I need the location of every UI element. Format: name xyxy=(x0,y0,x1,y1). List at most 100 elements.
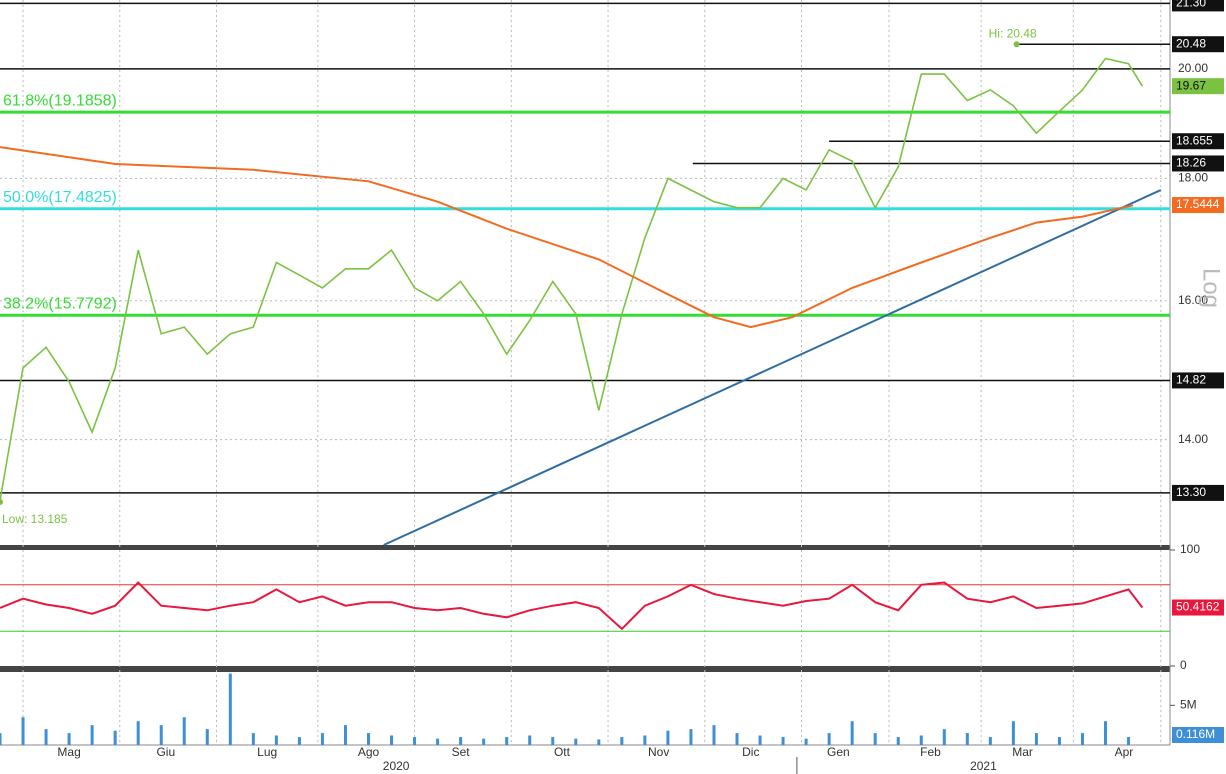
value-box xyxy=(1172,372,1224,389)
volume-bar xyxy=(827,733,831,745)
volume-bar xyxy=(574,738,578,745)
value-box xyxy=(1172,484,1224,501)
last-value-box xyxy=(1172,727,1224,743)
volume-bar xyxy=(274,735,278,745)
volume-bar xyxy=(182,717,186,745)
last-value-label: 19.67 xyxy=(1176,78,1206,92)
volume-bar xyxy=(90,725,94,745)
volume-bar xyxy=(67,733,71,745)
volume-bar xyxy=(988,737,992,745)
value-box xyxy=(1172,133,1224,150)
x-tick-label: Ott xyxy=(554,745,571,759)
last-value-label: 50.4162 xyxy=(1176,600,1220,614)
volume-bar xyxy=(205,729,209,745)
panel-divider xyxy=(0,666,1170,672)
volume-bar xyxy=(482,738,486,745)
annotation-point xyxy=(0,498,3,505)
volume-bar xyxy=(1034,733,1038,745)
volume-bar xyxy=(781,737,785,745)
y-tick-label: 16.00 xyxy=(1178,293,1208,307)
last-value-label: 0.116M xyxy=(1176,727,1215,741)
volume-bar xyxy=(712,725,716,745)
x-tick-label: Apr xyxy=(1115,745,1134,759)
y-tick-label: 5M xyxy=(1180,697,1197,711)
volume-bar xyxy=(804,738,808,745)
volume-bar xyxy=(159,725,163,745)
last-value-label: 17.5444 xyxy=(1176,197,1220,211)
value-box xyxy=(1172,36,1224,53)
volume-bar xyxy=(505,737,509,745)
trendline xyxy=(383,189,1162,546)
volume-bar xyxy=(1080,733,1084,745)
volume-bar xyxy=(343,725,347,745)
volume-bar xyxy=(758,735,762,745)
volume-bar xyxy=(367,733,371,745)
volume-bar xyxy=(297,737,301,745)
last-value-box xyxy=(1172,599,1224,616)
annotation: Low: 13.185 xyxy=(2,512,68,526)
volume-bar xyxy=(919,735,923,745)
fib-label: 50.0%(17.4825) xyxy=(3,189,117,206)
y-tick-label: 14.00 xyxy=(1178,432,1208,446)
volume-bar xyxy=(689,729,693,745)
volume-bar xyxy=(965,733,969,745)
value-label: 13.30 xyxy=(1176,485,1206,499)
value-box xyxy=(1172,0,1224,12)
value-label: 14.82 xyxy=(1176,373,1206,387)
axis-label: Log xyxy=(1198,268,1225,308)
volume-bar xyxy=(850,721,854,745)
annotation-point xyxy=(1013,41,1020,48)
volume-bar xyxy=(1104,721,1108,745)
volume-bar xyxy=(1127,737,1131,745)
panel-divider xyxy=(0,545,1170,550)
volume-bar xyxy=(551,737,555,745)
level-label: 20.00 xyxy=(1178,61,1208,75)
last-value-box xyxy=(1172,78,1224,95)
volume-bar xyxy=(251,733,255,745)
x-tick-label: Nov xyxy=(648,745,669,759)
volume-bar xyxy=(1011,721,1015,745)
x-tick-label: Feb xyxy=(920,745,941,759)
volume-bar xyxy=(873,733,877,745)
volume-bar xyxy=(735,733,739,745)
last-value-box xyxy=(1172,197,1224,214)
fib-label: 38.2%(15.7792) xyxy=(3,295,117,312)
x-tick-label: Gen xyxy=(827,745,850,759)
x-tick-label: Mag xyxy=(57,745,80,759)
y-tick-label: 0 xyxy=(1180,658,1187,672)
volume-bar xyxy=(413,737,417,745)
volume-bar xyxy=(0,733,2,745)
series-line xyxy=(0,146,1134,329)
x-tick-label: Giu xyxy=(156,745,175,759)
y-tick-label: 100 xyxy=(1180,542,1200,556)
value-label: 21.30 xyxy=(1176,0,1206,10)
year-label: 2021 xyxy=(970,759,997,773)
volume-bar xyxy=(666,730,670,745)
volume-bar xyxy=(620,737,624,745)
rsi-line xyxy=(0,581,1144,631)
volume-bar xyxy=(528,735,532,745)
x-tick-label: Mar xyxy=(1012,745,1033,759)
volume-bar xyxy=(643,735,647,745)
value-label: 18.655 xyxy=(1176,133,1213,147)
volume-bar xyxy=(136,721,140,745)
volume-bar xyxy=(1057,737,1061,745)
year-label: 2020 xyxy=(383,759,410,773)
volume-bar xyxy=(597,739,601,745)
volume-bar xyxy=(21,717,25,745)
volume-bar xyxy=(942,729,946,745)
volume-bar xyxy=(228,673,232,745)
x-tick-label: Lug xyxy=(257,745,277,759)
x-tick-label: Set xyxy=(452,745,471,759)
volume-bar xyxy=(113,730,117,745)
volume-bar xyxy=(44,729,48,745)
x-tick-label: Ago xyxy=(358,745,380,759)
x-tick-label: Dic xyxy=(742,745,759,759)
value-label: 20.48 xyxy=(1176,36,1206,50)
annotation: Hi: 20.48 xyxy=(989,26,1037,40)
volume-bar xyxy=(896,737,900,745)
volume-bar xyxy=(320,733,324,745)
volume-bar xyxy=(459,737,463,745)
